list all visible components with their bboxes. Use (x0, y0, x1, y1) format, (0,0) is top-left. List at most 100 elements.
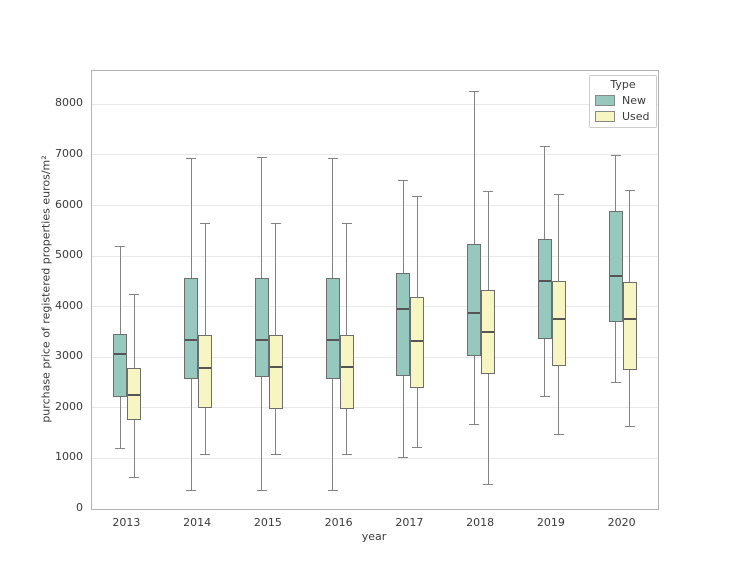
whisker-cap-used (341, 222, 352, 224)
box-new-2020 (608, 211, 623, 322)
y-tick-label: 2000 (55, 399, 83, 413)
gridline (92, 255, 658, 257)
whisker-cap-used (129, 477, 140, 479)
whisker-cap-used (200, 453, 211, 455)
y-tick-label: 0 (76, 501, 83, 514)
whisker-cap-new (256, 490, 267, 492)
y-tick-label: 3000 (55, 349, 83, 363)
whisker-cap-new (610, 382, 621, 384)
whisker-cap-used (624, 426, 635, 428)
median-line-used (552, 318, 565, 321)
whisker-cap-new (115, 246, 126, 247)
whisker-cap-used (129, 294, 140, 296)
whisker-cap-new (186, 157, 197, 159)
whisker-cap-new (327, 490, 338, 492)
y-tick-label: 1000 (55, 450, 83, 464)
whisker-cap-used (270, 222, 281, 224)
gridline (92, 154, 658, 156)
whisker-cap-new (398, 180, 409, 182)
gridline (92, 457, 658, 459)
y-tick-label: 5000 (55, 248, 83, 262)
box-used-2015 (268, 334, 283, 409)
legend-item-new: New (595, 94, 656, 107)
whisker-cap-new (610, 155, 621, 157)
x-tick-label: 2017 (395, 516, 424, 529)
gridline (92, 205, 658, 207)
box-new-2017 (396, 272, 411, 376)
box-used-2013 (127, 367, 142, 420)
box-used-2017 (410, 296, 425, 388)
median-line-new (397, 308, 410, 311)
whisker-cap-new (256, 157, 267, 159)
median-line-new (114, 353, 127, 356)
median-line-used (623, 318, 636, 321)
whisker-cap-used (341, 453, 352, 455)
median-line-new (255, 339, 268, 342)
y-tick-label: 6000 (55, 197, 83, 211)
x-tick-label: 2020 (607, 516, 636, 529)
median-line-new (609, 274, 622, 277)
gridline (92, 103, 658, 105)
x-tick-label: 2018 (466, 516, 495, 529)
whisker-cap-used (553, 433, 564, 435)
x-tick-label: 2015 (253, 516, 282, 529)
box-new-2013 (113, 334, 128, 397)
x-tick-label: 2014 (183, 516, 212, 529)
legend-item-used: Used (595, 110, 656, 123)
box-new-2019 (537, 238, 552, 339)
median-line-used (411, 339, 424, 342)
whisker-cap-used (483, 191, 494, 193)
whisker-cap-new (186, 490, 197, 492)
x-tick-label: 2016 (324, 516, 353, 529)
box-new-2014 (184, 277, 199, 379)
median-line-new (468, 312, 481, 315)
whisker-cap-used (553, 194, 564, 196)
y-tick-label: 7000 (55, 146, 83, 160)
whisker-cap-new (469, 91, 480, 93)
whisker-cap-used (412, 195, 423, 197)
whisker-cap-used (412, 446, 423, 448)
box-new-2018 (467, 243, 482, 356)
median-line-used (269, 365, 282, 368)
median-line-new (326, 339, 339, 342)
plot-area (91, 70, 659, 510)
whisker-cap-new (539, 395, 550, 397)
whisker-cap-used (200, 222, 211, 224)
legend-swatch-used (595, 111, 615, 122)
median-line-used (482, 331, 495, 334)
whisker-cap-new (398, 457, 409, 459)
whisker-cap-used (624, 189, 635, 191)
gridline (92, 407, 658, 409)
legend-label-used: Used (622, 110, 650, 123)
median-line-used (199, 366, 212, 369)
y-tick-label: 8000 (55, 96, 83, 110)
box-used-2020 (622, 281, 637, 370)
median-line-new (185, 339, 198, 342)
box-new-2015 (254, 277, 269, 378)
whisker-cap-used (270, 453, 281, 455)
x-tick-label: 2019 (536, 516, 565, 529)
median-line-new (538, 279, 551, 282)
legend-title: Type (610, 78, 636, 91)
x-tick-label: 2013 (112, 516, 141, 529)
y-axis-label: purchase price of registered properties … (39, 155, 53, 423)
box-used-2016 (339, 334, 354, 409)
box-used-2019 (551, 280, 566, 366)
box-new-2016 (325, 277, 340, 379)
whisker-cap-new (115, 447, 126, 449)
legend-label-new: New (622, 94, 646, 107)
y-tick-label: 4000 (55, 298, 83, 312)
whisker-cap-new (469, 424, 480, 426)
whisker-cap-new (327, 157, 338, 159)
box-used-2014 (198, 334, 213, 408)
median-line-used (340, 366, 353, 369)
legend: Type New Used (589, 75, 657, 128)
legend-swatch-new (595, 95, 615, 106)
median-line-used (128, 394, 141, 397)
whisker-cap-new (539, 146, 550, 148)
whisker-cap-used (483, 483, 494, 485)
x-axis-label: year (361, 530, 387, 543)
gridline (92, 306, 658, 308)
gridline (92, 356, 658, 358)
